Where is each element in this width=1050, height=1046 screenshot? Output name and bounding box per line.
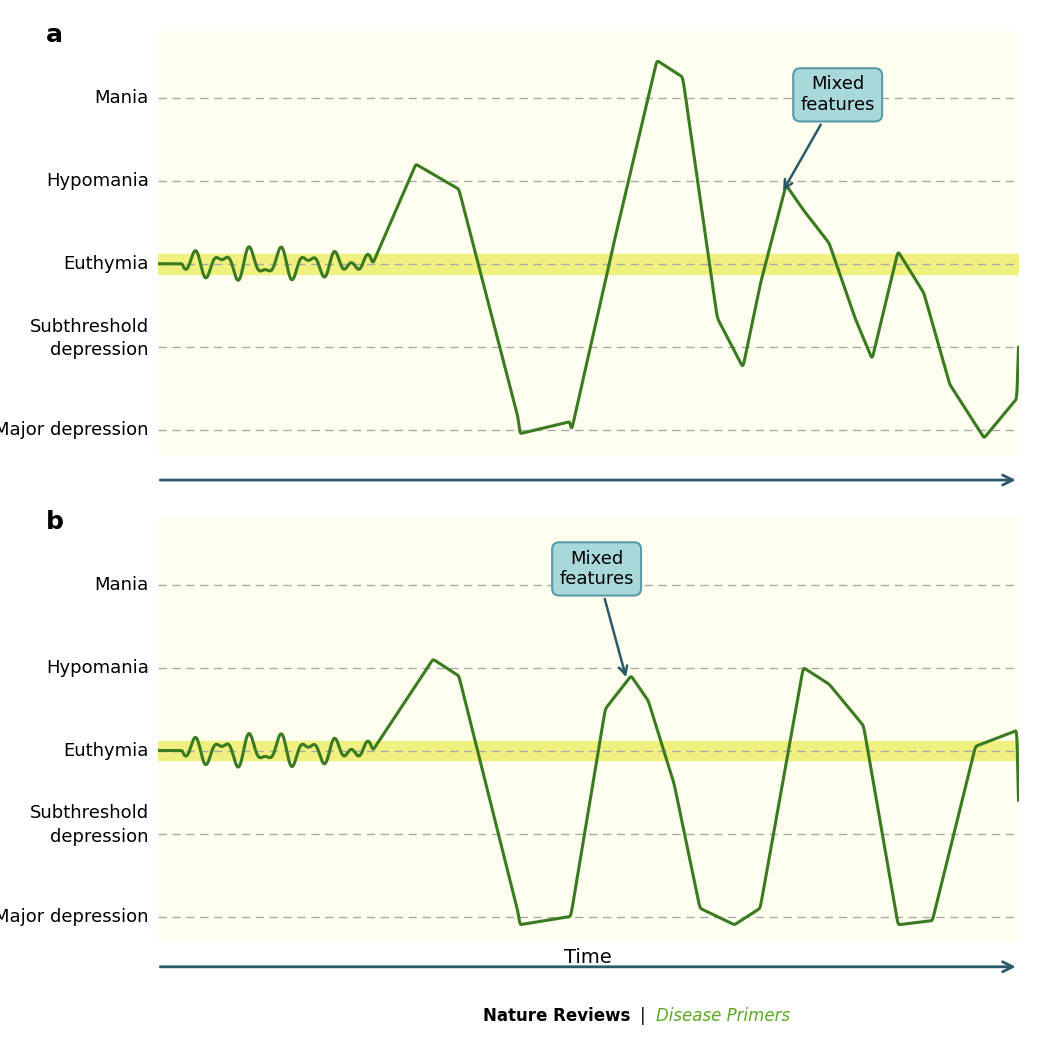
Bar — [158, 254, 1018, 274]
Text: Major depression: Major depression — [0, 908, 149, 926]
Text: Disease Primers: Disease Primers — [656, 1007, 791, 1025]
Text: a: a — [45, 23, 63, 47]
Text: Mixed
features: Mixed features — [784, 75, 875, 188]
Text: Mania: Mania — [94, 575, 149, 593]
Text: Hypomania: Hypomania — [46, 659, 149, 677]
Text: Mania: Mania — [94, 89, 149, 107]
Text: Subthreshold
depression: Subthreshold depression — [29, 318, 149, 359]
Text: Hypomania: Hypomania — [46, 172, 149, 189]
Text: b: b — [45, 509, 63, 533]
Text: Euthymia: Euthymia — [63, 255, 149, 273]
Text: Major depression: Major depression — [0, 420, 149, 438]
X-axis label: Time: Time — [564, 949, 612, 968]
Text: Subthreshold
depression: Subthreshold depression — [29, 804, 149, 846]
Text: Euthymia: Euthymia — [63, 742, 149, 759]
Text: Nature Reviews: Nature Reviews — [483, 1007, 630, 1025]
Bar — [158, 741, 1018, 760]
Text: |: | — [640, 1007, 651, 1025]
Text: Mixed
features: Mixed features — [560, 549, 634, 675]
